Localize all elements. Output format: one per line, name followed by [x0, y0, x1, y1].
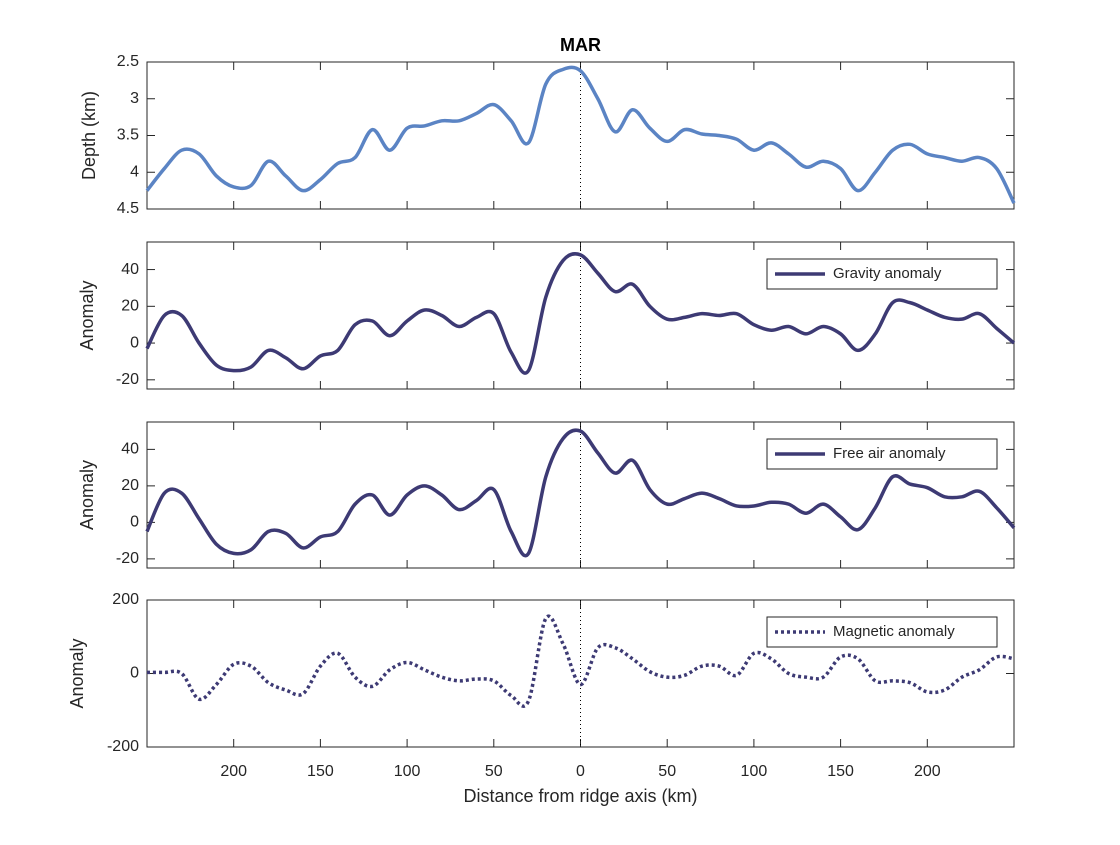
data-line — [145, 428, 1016, 558]
y-axis-label: Anomaly — [77, 280, 97, 350]
y-tick-label: 0 — [130, 514, 139, 531]
y-axis-label: Anomaly — [77, 460, 97, 530]
legend-label: Gravity anomaly — [833, 265, 942, 282]
x-axis-label: Distance from ridge axis (km) — [463, 786, 697, 806]
y-tick-label: -200 — [107, 738, 139, 755]
y-tick-label: -20 — [116, 371, 139, 388]
x-tick-label: 100 — [394, 763, 421, 780]
x-tick-label: 0 — [576, 763, 585, 780]
x-tick-label: 50 — [658, 763, 676, 780]
y-tick-label: 3.5 — [117, 127, 139, 144]
y-tick-label: 200 — [112, 591, 139, 608]
data-line — [145, 252, 1016, 375]
y-tick-label: 40 — [121, 441, 139, 458]
y-tick-label: 2.5 — [117, 53, 139, 70]
y-axis-label: Depth (km) — [79, 91, 99, 180]
x-tick-label: 200 — [220, 763, 247, 780]
y-tick-label: 20 — [121, 298, 139, 315]
y-tick-label: 4.5 — [117, 200, 139, 217]
data-line — [145, 65, 1016, 204]
legend-label: Magnetic anomaly — [833, 623, 955, 640]
chart-title: MAR — [560, 35, 601, 55]
x-tick-label: 50 — [485, 763, 503, 780]
y-tick-label: 20 — [121, 477, 139, 494]
y-tick-label: -20 — [116, 550, 139, 567]
x-tick-label: 150 — [307, 763, 334, 780]
y-tick-label: 3 — [130, 90, 139, 107]
y-axis-label: Anomaly — [67, 638, 87, 708]
y-tick-label: 0 — [130, 334, 139, 351]
x-tick-label: 200 — [914, 763, 941, 780]
y-tick-label: 40 — [121, 261, 139, 278]
y-tick-label: 0 — [130, 665, 139, 682]
x-tick-label: 150 — [827, 763, 854, 780]
legend-label: Free air anomaly — [833, 445, 946, 462]
y-tick-label: 4 — [130, 163, 139, 180]
x-tick-label: 100 — [741, 763, 768, 780]
